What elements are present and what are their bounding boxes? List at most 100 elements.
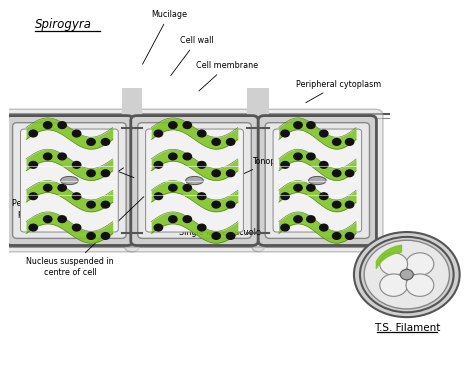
Circle shape <box>101 233 109 240</box>
Circle shape <box>227 138 235 145</box>
Ellipse shape <box>401 269 413 280</box>
Circle shape <box>87 201 95 208</box>
Circle shape <box>87 170 95 177</box>
Circle shape <box>364 240 449 309</box>
Circle shape <box>294 153 302 160</box>
Bar <box>122 88 142 211</box>
Bar <box>247 88 269 211</box>
Circle shape <box>198 130 206 137</box>
Circle shape <box>58 122 66 129</box>
Circle shape <box>294 185 302 191</box>
Circle shape <box>198 224 206 231</box>
Text: Pyrenoid: Pyrenoid <box>193 186 228 205</box>
Text: Mucilage: Mucilage <box>143 10 187 64</box>
Circle shape <box>212 201 220 208</box>
Circle shape <box>307 122 315 129</box>
Circle shape <box>169 216 177 223</box>
Circle shape <box>333 233 341 240</box>
Circle shape <box>346 201 354 208</box>
Circle shape <box>154 193 163 200</box>
Circle shape <box>346 233 354 240</box>
Circle shape <box>29 162 37 168</box>
Circle shape <box>183 185 191 191</box>
Text: Peripheral cytoplasm: Peripheral cytoplasm <box>296 80 381 103</box>
Circle shape <box>360 237 454 312</box>
Circle shape <box>281 130 289 137</box>
Circle shape <box>44 153 52 160</box>
Circle shape <box>29 130 37 137</box>
Ellipse shape <box>380 274 408 296</box>
FancyBboxPatch shape <box>265 123 370 238</box>
Text: Tonoplast: Tonoplast <box>241 157 290 175</box>
Circle shape <box>169 153 177 160</box>
Circle shape <box>44 185 52 191</box>
Text: Nucleus suspended in
centre of cell: Nucleus suspended in centre of cell <box>27 197 144 277</box>
FancyBboxPatch shape <box>273 129 362 232</box>
FancyBboxPatch shape <box>138 123 251 238</box>
Circle shape <box>212 233 220 240</box>
Text: Spirogyra: Spirogyra <box>35 18 91 31</box>
Circle shape <box>58 185 66 191</box>
FancyBboxPatch shape <box>0 109 140 252</box>
Circle shape <box>307 153 315 160</box>
Circle shape <box>346 170 354 177</box>
Text: Cell wall: Cell wall <box>171 36 214 76</box>
Circle shape <box>154 162 163 168</box>
FancyBboxPatch shape <box>258 115 376 246</box>
Text: Single large vacuole: Single large vacuole <box>179 208 261 237</box>
Text: Strand of cytoplasm
crossing vacuole: Strand of cytoplasm crossing vacuole <box>26 142 134 177</box>
Circle shape <box>58 216 66 223</box>
FancyBboxPatch shape <box>124 109 265 252</box>
Circle shape <box>227 201 235 208</box>
Circle shape <box>58 153 66 160</box>
Circle shape <box>227 233 235 240</box>
FancyBboxPatch shape <box>252 109 383 252</box>
Text: Peripheral chloroplast in
peripheral cytoplasm: Peripheral chloroplast in peripheral cyt… <box>12 168 124 218</box>
Circle shape <box>73 224 81 231</box>
Circle shape <box>183 153 191 160</box>
Ellipse shape <box>406 274 434 296</box>
Circle shape <box>281 162 289 168</box>
Circle shape <box>294 122 302 129</box>
Circle shape <box>183 216 191 223</box>
Circle shape <box>294 216 302 223</box>
Circle shape <box>281 193 289 200</box>
FancyBboxPatch shape <box>20 129 118 232</box>
Ellipse shape <box>309 176 326 185</box>
Circle shape <box>212 170 220 177</box>
Circle shape <box>307 185 315 191</box>
FancyBboxPatch shape <box>13 123 126 238</box>
Circle shape <box>169 122 177 129</box>
Circle shape <box>281 224 289 231</box>
Circle shape <box>101 201 109 208</box>
Circle shape <box>154 224 163 231</box>
Circle shape <box>319 130 328 137</box>
Circle shape <box>73 162 81 168</box>
Circle shape <box>333 138 341 145</box>
Circle shape <box>73 193 81 200</box>
Circle shape <box>183 122 191 129</box>
Circle shape <box>169 185 177 191</box>
FancyBboxPatch shape <box>6 115 133 246</box>
Circle shape <box>198 162 206 168</box>
Ellipse shape <box>61 176 78 185</box>
Circle shape <box>346 138 354 145</box>
Text: Cell membrane: Cell membrane <box>196 61 258 91</box>
Circle shape <box>87 233 95 240</box>
Circle shape <box>154 130 163 137</box>
FancyBboxPatch shape <box>146 129 244 232</box>
Circle shape <box>29 193 37 200</box>
Circle shape <box>73 130 81 137</box>
Circle shape <box>319 162 328 168</box>
Circle shape <box>44 122 52 129</box>
Circle shape <box>87 138 95 145</box>
Circle shape <box>101 170 109 177</box>
FancyBboxPatch shape <box>131 115 258 246</box>
Text: 100 μm: 100 μm <box>306 161 344 171</box>
Ellipse shape <box>186 176 203 185</box>
Circle shape <box>333 201 341 208</box>
Circle shape <box>354 232 460 317</box>
Circle shape <box>227 170 235 177</box>
Circle shape <box>319 193 328 200</box>
Circle shape <box>198 193 206 200</box>
